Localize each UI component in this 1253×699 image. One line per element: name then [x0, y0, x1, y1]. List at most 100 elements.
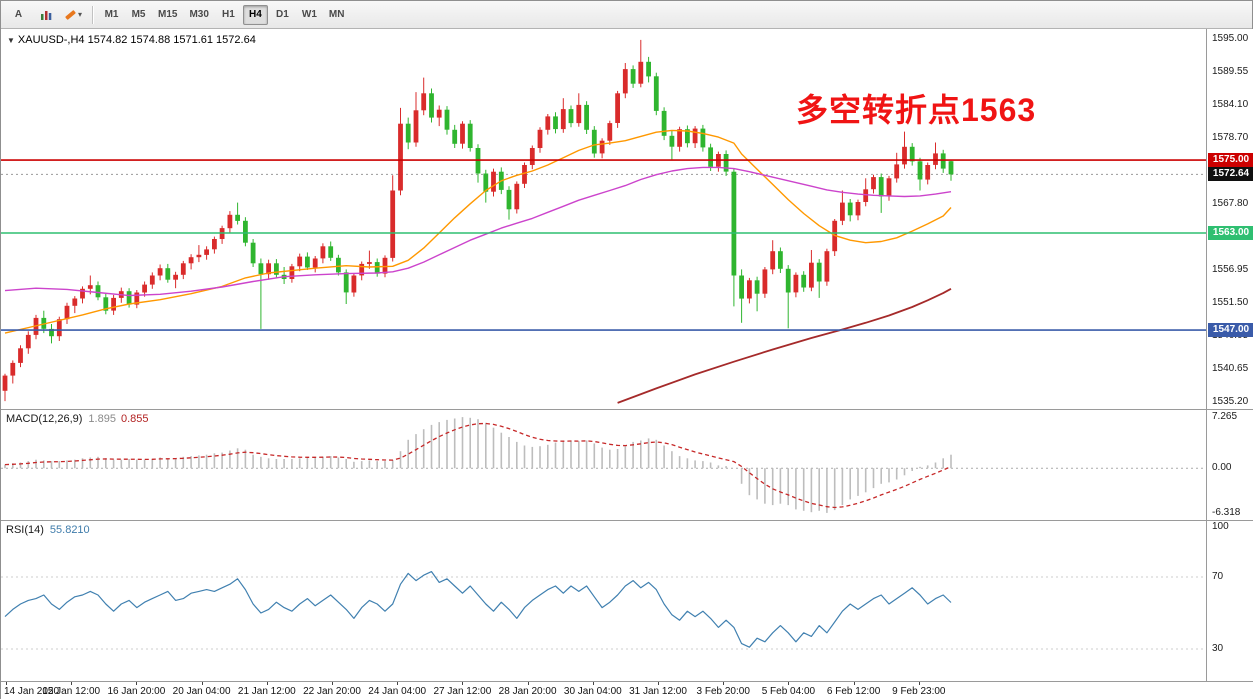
indicator-tick-label: 30: [1212, 643, 1224, 654]
candle-body: [529, 148, 535, 165]
orange-ma-line: [4, 129, 952, 334]
timeframe-button-d1[interactable]: D1: [276, 9, 289, 20]
caret-down-icon: ▾: [78, 10, 83, 19]
indicator-tick-label: 7.265: [1212, 410, 1238, 422]
timeframe-button-h1[interactable]: H1: [222, 9, 235, 20]
candle-body: [871, 177, 876, 190]
price-level-badge-1563.00: 1563.00: [1208, 225, 1253, 240]
symbol-dropdown-icon[interactable]: ▼: [7, 36, 15, 45]
timeframe-button-m1[interactable]: M1: [104, 9, 119, 20]
magenta-ma-line: [4, 166, 952, 297]
color-tool-button[interactable]: ▾: [60, 5, 87, 25]
rsi-line: [4, 571, 952, 648]
candle-body: [405, 123, 411, 143]
toolbar-tools-group: A ▾: [6, 5, 87, 25]
candle-body: [576, 104, 582, 124]
candle-body: [522, 165, 527, 184]
macd-axis[interactable]: 7.265 0.00 -6.318: [1206, 410, 1253, 520]
timeframe-button-m15[interactable]: M15: [158, 9, 178, 20]
time-tick: [527, 682, 529, 685]
candle-body: [568, 109, 574, 124]
current-price-badge: 1572.64: [1208, 167, 1253, 182]
candle-body: [2, 375, 8, 391]
candle-body: [142, 284, 147, 293]
price-level-badge-1575.00: 1575.00: [1208, 153, 1253, 168]
timeframe-button-m30[interactable]: M30: [189, 9, 209, 20]
candle-body: [180, 263, 186, 275]
candle-body: [382, 257, 388, 274]
macd-canvas[interactable]: [1, 410, 1206, 520]
candle-body: [506, 189, 512, 210]
candle-body: [80, 288, 85, 299]
price-tick-label: 1595.00: [1212, 32, 1249, 44]
price-tick-label: 1556.95: [1212, 263, 1249, 275]
chart-title-text: XAUUSD-,H4 1574.82 1574.88 1571.61 1572.…: [17, 34, 256, 46]
candle-body: [165, 268, 171, 280]
rsi-canvas[interactable]: [1, 521, 1206, 681]
price-axis[interactable]: 1595.001589.551584.101578.701573.251567.…: [1206, 29, 1253, 409]
candle-body: [591, 129, 597, 154]
price-tick-label: 1567.80: [1212, 197, 1249, 209]
indicator-tick-label: -6.318: [1212, 507, 1241, 519]
candle-body: [793, 274, 799, 293]
candle-body: [607, 123, 613, 141]
candle-body: [351, 275, 357, 293]
time-axis-label: 31 Jan 12:00: [629, 686, 687, 697]
candle-body: [878, 177, 884, 197]
chart-region: ▼ XAUUSD-,H4 1574.82 1574.88 1571.61 1572…: [1, 29, 1253, 699]
candle-body: [258, 263, 264, 275]
candle-body: [483, 173, 489, 192]
candle-body: [274, 263, 279, 275]
toolbar-separator: [92, 5, 95, 24]
candle-body: [646, 61, 651, 77]
candle-body: [126, 291, 132, 305]
timeframe-button-w1[interactable]: W1: [301, 9, 317, 20]
rsi-axis[interactable]: 100 70 30: [1206, 521, 1253, 681]
candle-body: [940, 153, 946, 169]
chart-tool-button[interactable]: [33, 5, 58, 25]
chart-title: ▼ XAUUSD-,H4 1574.82 1574.88 1571.61 1572…: [7, 34, 256, 46]
candle-body: [615, 93, 620, 123]
time-axis[interactable]: 14 Jan 2020 15 Jan 12:00 16 Jan 20:00 20 Ja…: [1, 682, 1253, 699]
toolbar: A ▾ M1 M5 M15 M30 H1 H4 D1 W1 MN: [1, 1, 1252, 29]
candle-body: [212, 239, 217, 250]
candle-body: [723, 154, 729, 172]
candle-body: [677, 129, 682, 147]
candle-body: [948, 161, 954, 175]
time-tick: [592, 682, 594, 685]
candle-body: [514, 183, 520, 210]
candle-body: [925, 165, 931, 180]
time-tick: [658, 682, 659, 685]
price-tick-label: 1584.10: [1212, 98, 1249, 110]
candle-body: [188, 257, 194, 264]
timeframe-group: M1 M5 M15 M30 H1 H4 D1 W1 MN: [99, 4, 349, 25]
timeframe-button-mn[interactable]: MN: [328, 9, 345, 20]
price-chart-canvas[interactable]: [1, 29, 1206, 409]
price-tick-label: 1535.20: [1212, 395, 1249, 407]
candle-body: [25, 334, 31, 349]
price-tick-label: 1589.55: [1212, 65, 1249, 77]
time-tick: [723, 682, 725, 685]
candle-body: [436, 109, 442, 118]
candle-body: [266, 263, 271, 275]
candle-body: [452, 129, 458, 144]
text-tool-button[interactable]: A: [14, 9, 23, 20]
timeframe-button-m5[interactable]: M5: [131, 9, 146, 20]
candle-body: [661, 110, 667, 136]
time-tick: [462, 682, 464, 685]
candle-body: [847, 202, 853, 216]
rsi-label: RSI(14) 55.8210: [6, 524, 90, 536]
candle-body: [754, 280, 760, 294]
crayon-icon: [65, 9, 76, 20]
candle-body: [444, 109, 450, 130]
panel-separator[interactable]: [1, 409, 1253, 410]
candle-body: [64, 305, 70, 320]
time-tick: [6, 682, 7, 685]
macd-label: MACD(12,26,9) 1.895 0.855: [6, 413, 148, 425]
candle-body: [134, 292, 140, 305]
candle-body: [467, 123, 473, 148]
timeframe-button-h4[interactable]: H4: [242, 4, 268, 25]
candle-body: [840, 202, 845, 221]
candle-body: [297, 256, 303, 267]
panel-separator[interactable]: [1, 520, 1253, 521]
